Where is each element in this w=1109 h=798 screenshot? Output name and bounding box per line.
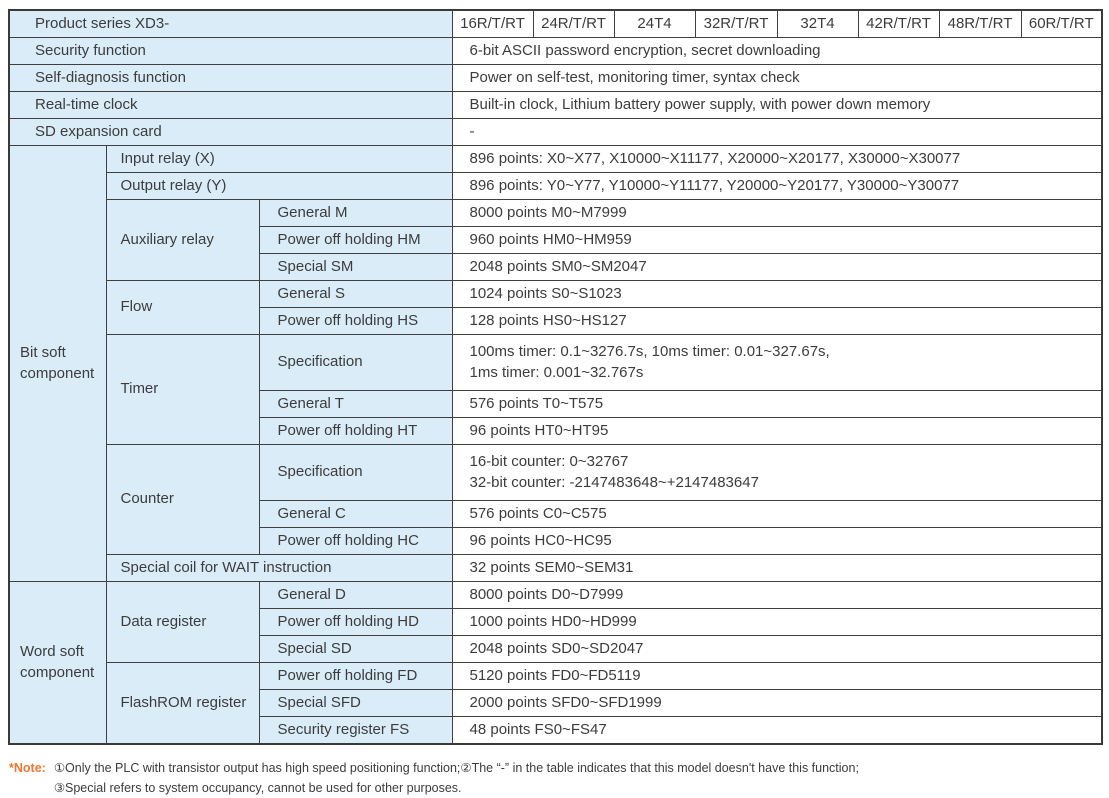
model-column-48: 48R/T/RT bbox=[938, 9, 1022, 38]
general-s-label: General S bbox=[258, 280, 453, 308]
security-register-fs-value: 48 points FS0~FS47 bbox=[451, 716, 1103, 745]
row-security-function: Security function 6-bit ASCII password e… bbox=[8, 37, 1103, 65]
self-diagnosis-label: Self-diagnosis function bbox=[8, 64, 453, 92]
row-general-t: General T 576 points T0~T575 bbox=[9, 390, 1103, 418]
row-wait-coil: Special coil for WAIT instruction 32 poi… bbox=[9, 554, 1103, 582]
sd-expansion-card-value: - bbox=[451, 118, 1103, 146]
security-function-label: Security function bbox=[8, 37, 453, 65]
flashrom-register-label: FlashROM register bbox=[105, 662, 260, 745]
row-timer-spec: Timer Specification 100ms timer: 0.1~327… bbox=[9, 334, 1103, 445]
real-time-clock-value: Built-in clock, Lithium battery power su… bbox=[451, 91, 1103, 119]
special-sm-label: Special SM bbox=[258, 253, 453, 281]
holding-hd-value: 1000 points HD0~HD999 bbox=[451, 608, 1103, 636]
self-diagnosis-value: Power on self-test, monitoring timer, sy… bbox=[451, 64, 1103, 92]
special-sd-label: Special SD bbox=[258, 635, 453, 663]
timer-spec-value: 100ms timer: 0.1~3276.7s, 10ms timer: 0.… bbox=[451, 334, 1103, 391]
wait-coil-value: 32 points SEM0~SEM31 bbox=[451, 554, 1103, 582]
counter-spec-value: 16-bit counter: 0~32767 32-bit counter: … bbox=[451, 444, 1103, 501]
row-holding-hd: Power off holding HD 1000 points HD0~HD9… bbox=[9, 608, 1103, 636]
row-real-time-clock: Real-time clock Built-in clock, Lithium … bbox=[8, 91, 1103, 119]
row-holding-hs: Power off holding HS 128 points HS0~HS12… bbox=[9, 307, 1103, 335]
row-security-register-fs: Security register FS 48 points FS0~FS47 bbox=[9, 716, 1103, 745]
timer-spec-label: Specification bbox=[258, 334, 453, 391]
general-d-value: 8000 points D0~D7999 bbox=[451, 581, 1103, 609]
holding-ht-label: Power off holding HT bbox=[258, 417, 453, 445]
row-holding-ht: Power off holding HT 96 points HT0~HT95 bbox=[9, 417, 1103, 445]
input-relay-value: 896 points: X0~X77, X10000~X11177, X2000… bbox=[451, 145, 1103, 173]
row-input-relay: Bit soft component Input relay (X) 896 p… bbox=[8, 145, 1103, 582]
counter-spec-label: Specification bbox=[258, 444, 453, 501]
general-c-value: 576 points C0~C575 bbox=[451, 500, 1103, 528]
general-m-label: General M bbox=[258, 199, 453, 227]
model-column-42: 42R/T/RT bbox=[857, 9, 940, 38]
counter-spec-line2: 32-bit counter: -2147483648~+2147483647 bbox=[469, 473, 759, 491]
general-m-value: 8000 points M0~M7999 bbox=[451, 199, 1103, 227]
row-holding-hc: Power off holding HC 96 points HC0~HC95 bbox=[9, 527, 1103, 555]
word-soft-component-group-label: Word soft component bbox=[8, 581, 107, 745]
row-output-relay: Output relay (Y) 896 points: Y0~Y77, Y10… bbox=[9, 172, 1103, 200]
row-general-m: Auxiliary relay General M 8000 points M0… bbox=[9, 199, 1103, 281]
holding-hc-label: Power off holding HC bbox=[258, 527, 453, 555]
holding-hm-label: Power off holding HM bbox=[258, 226, 453, 254]
holding-ht-value: 96 points HT0~HT95 bbox=[451, 417, 1103, 445]
holding-fd-value: 5120 points FD0~FD5119 bbox=[451, 662, 1103, 690]
row-general-s: Flow General S 1024 points S0~S1023 bbox=[9, 280, 1103, 335]
model-column-32t4: 32T4 bbox=[776, 9, 859, 38]
plc-spec-table: Product series XD3- 16R/T/RT 24R/T/RT 24… bbox=[8, 9, 1103, 745]
auxiliary-relay-label: Auxiliary relay bbox=[105, 199, 260, 281]
counter-spec-line1: 16-bit counter: 0~32767 bbox=[469, 453, 629, 471]
special-sm-value: 2048 points SM0~SM2047 bbox=[451, 253, 1103, 281]
footnote: *Note: ①Only the PLC with transistor out… bbox=[9, 758, 1109, 798]
counter-label: Counter bbox=[105, 444, 260, 555]
input-relay-label: Input relay (X) bbox=[105, 145, 453, 173]
model-column-24: 24R/T/RT bbox=[532, 9, 615, 38]
output-relay-label: Output relay (Y) bbox=[105, 172, 453, 200]
timer-spec-line2: 1ms timer: 0.001~32.767s bbox=[469, 363, 644, 381]
sd-expansion-card-label: SD expansion card bbox=[8, 118, 453, 146]
real-time-clock-label: Real-time clock bbox=[8, 91, 453, 119]
timer-spec-line1: 100ms timer: 0.1~3276.7s, 10ms timer: 0.… bbox=[469, 343, 830, 361]
general-s-value: 1024 points S0~S1023 bbox=[451, 280, 1103, 308]
holding-hc-value: 96 points HC0~HC95 bbox=[451, 527, 1103, 555]
holding-fd-label: Power off holding FD bbox=[258, 662, 453, 690]
model-column-16: 16R/T/RT bbox=[451, 9, 534, 38]
product-series-label: Product series XD3- bbox=[8, 9, 453, 38]
row-holding-fd: FlashROM register Power off holding FD 5… bbox=[9, 662, 1103, 745]
bit-soft-component-group-label: Bit soft component bbox=[8, 145, 107, 582]
general-d-label: General D bbox=[258, 581, 453, 609]
row-general-d: Word soft component Data register Genera… bbox=[8, 581, 1103, 745]
holding-hs-value: 128 points HS0~HS127 bbox=[451, 307, 1103, 335]
row-special-sfd: Special SFD 2000 points SFD0~SFD1999 bbox=[9, 689, 1103, 717]
model-column-32: 32R/T/RT bbox=[694, 9, 778, 38]
note-line-2: ③Special refers to system occupancy, can… bbox=[53, 781, 462, 795]
holding-hd-label: Power off holding HD bbox=[258, 608, 453, 636]
holding-hm-value: 960 points HM0~HM959 bbox=[451, 226, 1103, 254]
wait-coil-label: Special coil for WAIT instruction bbox=[105, 554, 453, 582]
special-sfd-value: 2000 points SFD0~SFD1999 bbox=[451, 689, 1103, 717]
output-relay-value: 896 points: Y0~Y77, Y10000~Y11177, Y2000… bbox=[451, 172, 1103, 200]
note-body: ①Only the PLC with transistor output has… bbox=[54, 758, 859, 798]
special-sd-value: 2048 points SD0~SD2047 bbox=[451, 635, 1103, 663]
general-t-value: 576 points T0~T575 bbox=[451, 390, 1103, 418]
timer-label: Timer bbox=[105, 334, 260, 445]
model-column-24t4: 24T4 bbox=[613, 9, 696, 38]
header-row: Product series XD3- 16R/T/RT 24R/T/RT 24… bbox=[8, 9, 1103, 38]
model-column-60: 60R/T/RT bbox=[1020, 9, 1103, 38]
security-register-fs-label: Security register FS bbox=[258, 716, 453, 745]
row-counter-spec: Counter Specification 16-bit counter: 0~… bbox=[9, 444, 1103, 555]
flow-label: Flow bbox=[105, 280, 260, 335]
security-function-value: 6-bit ASCII password encryption, secret … bbox=[451, 37, 1103, 65]
note-line-1: ①Only the PLC with transistor output has… bbox=[53, 761, 859, 775]
data-register-label: Data register bbox=[105, 581, 260, 663]
row-special-sm: Special SM 2048 points SM0~SM2047 bbox=[9, 253, 1103, 281]
note-label: *Note: bbox=[9, 761, 46, 775]
holding-hs-label: Power off holding HS bbox=[258, 307, 453, 335]
general-c-label: General C bbox=[258, 500, 453, 528]
row-sd-expansion-card: SD expansion card - bbox=[8, 118, 1103, 146]
row-self-diagnosis: Self-diagnosis function Power on self-te… bbox=[8, 64, 1103, 92]
special-sfd-label: Special SFD bbox=[258, 689, 453, 717]
general-t-label: General T bbox=[258, 390, 453, 418]
